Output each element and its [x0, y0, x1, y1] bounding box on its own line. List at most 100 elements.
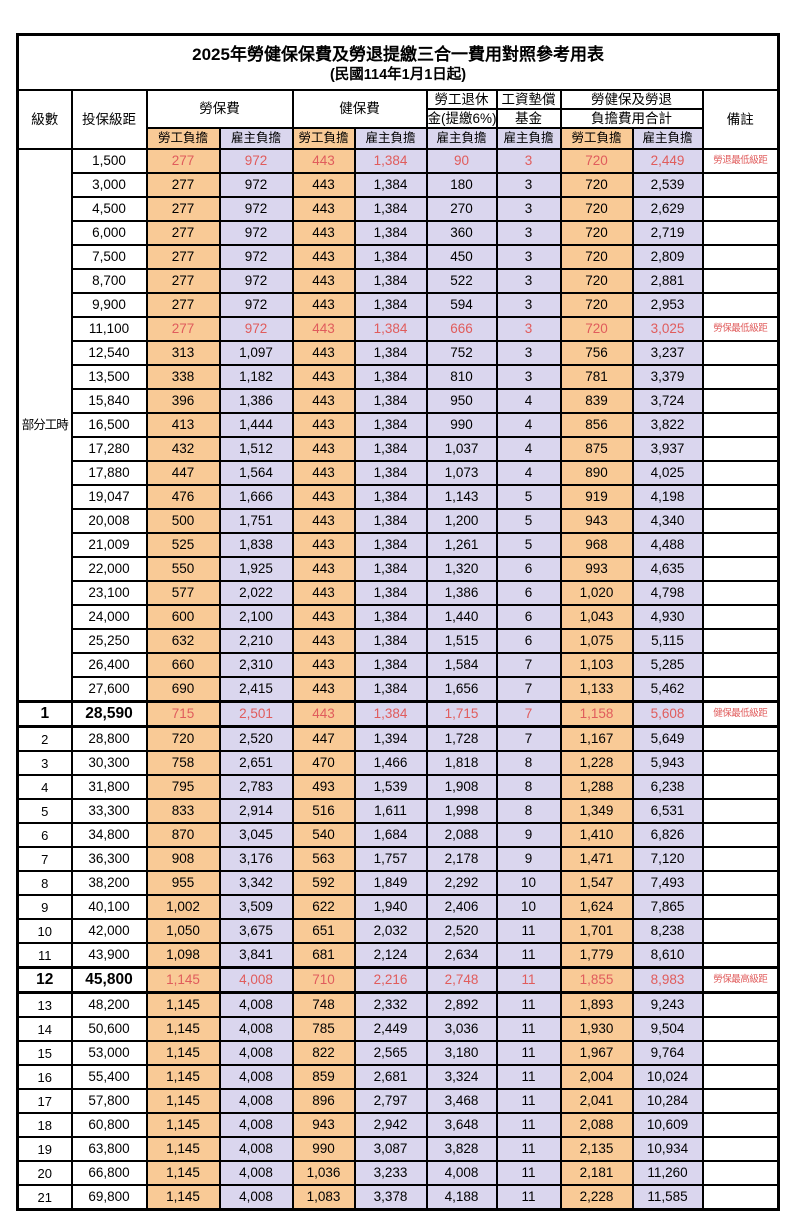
- value-cell: 6: [495, 604, 562, 630]
- remark-cell: [701, 292, 780, 318]
- table-row: 13 48,200 1,145 4,008 748 2,332 2,892 11 1,893 9,…: [16, 991, 780, 1018]
- value-cell: 1,684: [353, 822, 428, 848]
- remark-cell: [701, 725, 780, 752]
- value-cell: 443: [291, 460, 356, 486]
- value-cell: 758: [145, 750, 221, 776]
- value-cell: 500: [145, 508, 221, 534]
- bracket-cell: 48,200: [70, 991, 148, 1018]
- value-cell: 785: [291, 1016, 356, 1042]
- table-body: 部分工時 1,500 277 972 443 1,384 90 3 720 2,449 勞退最低級距…: [16, 148, 780, 1211]
- bracket-cell: 60,800: [70, 1112, 148, 1138]
- value-cell: 11: [495, 966, 562, 994]
- value-cell: 2,332: [353, 991, 428, 1018]
- value-cell: 10,284: [631, 1088, 704, 1114]
- value-cell: 1,145: [145, 1184, 221, 1211]
- remark-cell: [701, 1184, 780, 1211]
- remark-cell: [701, 822, 780, 848]
- value-cell: 413: [145, 412, 221, 438]
- bracket-cell: 23,100: [70, 580, 148, 606]
- bracket-cell: 3,000: [70, 172, 148, 198]
- header-group-row-1: 級數 投保級距 勞保費 健保費 勞工退休 工資墊償 勞健保及勞退 備註: [16, 89, 780, 150]
- table-row: 15 53,000 1,145 4,008 822 2,565 3,180 11 1,967 9,…: [16, 1040, 780, 1066]
- value-cell: 443: [291, 556, 356, 582]
- table-row: 10 42,000 1,050 3,675 651 2,032 2,520 11 1,701 8,…: [16, 918, 780, 944]
- value-cell: 3: [495, 220, 562, 246]
- bracket-cell: 21,009: [70, 532, 148, 558]
- value-cell: 2,565: [353, 1040, 428, 1066]
- value-cell: 7,120: [631, 846, 704, 872]
- value-cell: 1,855: [559, 966, 634, 994]
- remark-cell: [701, 364, 780, 390]
- value-cell: 1,384: [353, 196, 428, 222]
- bracket-cell: 50,600: [70, 1016, 148, 1042]
- value-cell: 1,145: [145, 1136, 221, 1162]
- value-cell: 4,008: [218, 1016, 294, 1042]
- value-cell: 277: [145, 244, 221, 270]
- value-cell: 8: [495, 750, 562, 776]
- value-cell: 8,238: [631, 918, 704, 944]
- value-cell: 3,379: [631, 364, 704, 390]
- value-cell: 972: [218, 316, 294, 342]
- value-cell: 2,719: [631, 220, 704, 246]
- value-cell: 1,384: [353, 172, 428, 198]
- value-cell: 9: [495, 822, 562, 848]
- value-cell: 1,515: [425, 628, 498, 654]
- level-cell: 18: [16, 1112, 73, 1138]
- value-cell: 1,145: [145, 1040, 221, 1066]
- value-cell: 3,342: [218, 870, 294, 896]
- value-cell: 3,036: [425, 1016, 498, 1042]
- value-cell: 1,036: [291, 1160, 356, 1186]
- value-cell: 563: [291, 846, 356, 872]
- value-cell: 3,509: [218, 894, 294, 920]
- value-cell: 4,008: [218, 1136, 294, 1162]
- value-cell: 11: [495, 1136, 562, 1162]
- value-cell: 822: [291, 1040, 356, 1066]
- value-cell: 2,942: [353, 1112, 428, 1138]
- value-cell: 443: [291, 412, 356, 438]
- value-cell: 833: [145, 798, 221, 824]
- value-cell: 950: [425, 388, 498, 414]
- level-cell: 13: [16, 991, 73, 1018]
- value-cell: 443: [291, 148, 356, 174]
- value-cell: 1,410: [559, 822, 634, 848]
- value-cell: 2,100: [218, 604, 294, 630]
- value-cell: 2,032: [353, 918, 428, 944]
- value-cell: 3,045: [218, 822, 294, 848]
- value-cell: 4: [495, 388, 562, 414]
- table-row: 21 69,800 1,145 4,008 1,083 3,378 4,188 11 2,228…: [16, 1184, 780, 1211]
- bracket-cell: 13,500: [70, 364, 148, 390]
- value-cell: 470: [291, 750, 356, 776]
- value-cell: 2,216: [353, 966, 428, 994]
- value-cell: 2,953: [631, 292, 704, 318]
- bracket-cell: 16,500: [70, 412, 148, 438]
- value-cell: 622: [291, 894, 356, 920]
- value-cell: 4: [495, 436, 562, 462]
- value-cell: 1,384: [353, 148, 428, 174]
- remark-cell: [701, 846, 780, 872]
- value-cell: 715: [145, 700, 221, 728]
- value-cell: 1,751: [218, 508, 294, 534]
- col-header-total-line2: 負擔費用合計: [559, 108, 704, 129]
- value-cell: 592: [291, 870, 356, 896]
- value-cell: 4,488: [631, 532, 704, 558]
- subheader-health-employer: 雇主負擔: [353, 127, 428, 150]
- value-cell: 9,764: [631, 1040, 704, 1066]
- table-row: 11,100 277 972 443 1,384 666 3 720 3,025 勞保最低級距: [18, 316, 780, 342]
- value-cell: 4,008: [218, 991, 294, 1018]
- value-cell: 5,608: [631, 700, 704, 728]
- remark-cell: [701, 412, 780, 438]
- value-cell: 1,349: [559, 798, 634, 824]
- value-cell: 1,611: [353, 798, 428, 824]
- bracket-cell: 9,900: [70, 292, 148, 318]
- table-row: 19,047 476 1,666 443 1,384 1,143 5 919 4,198: [18, 484, 780, 510]
- remark-cell: 勞退最低級距: [701, 148, 780, 174]
- value-cell: 651: [291, 918, 356, 944]
- bracket-cell: 6,000: [70, 220, 148, 246]
- bracket-cell: 15,840: [70, 388, 148, 414]
- table-row: 27,600 690 2,415 443 1,384 1,656 7 1,133 5,462: [18, 676, 780, 703]
- remark-cell: [701, 1016, 780, 1042]
- remark-cell: [701, 1112, 780, 1138]
- bracket-cell: 20,008: [70, 508, 148, 534]
- bracket-cell: 28,800: [70, 725, 148, 752]
- table-row: 9 40,100 1,002 3,509 622 1,940 2,406 10 1,624 7,8…: [16, 894, 780, 920]
